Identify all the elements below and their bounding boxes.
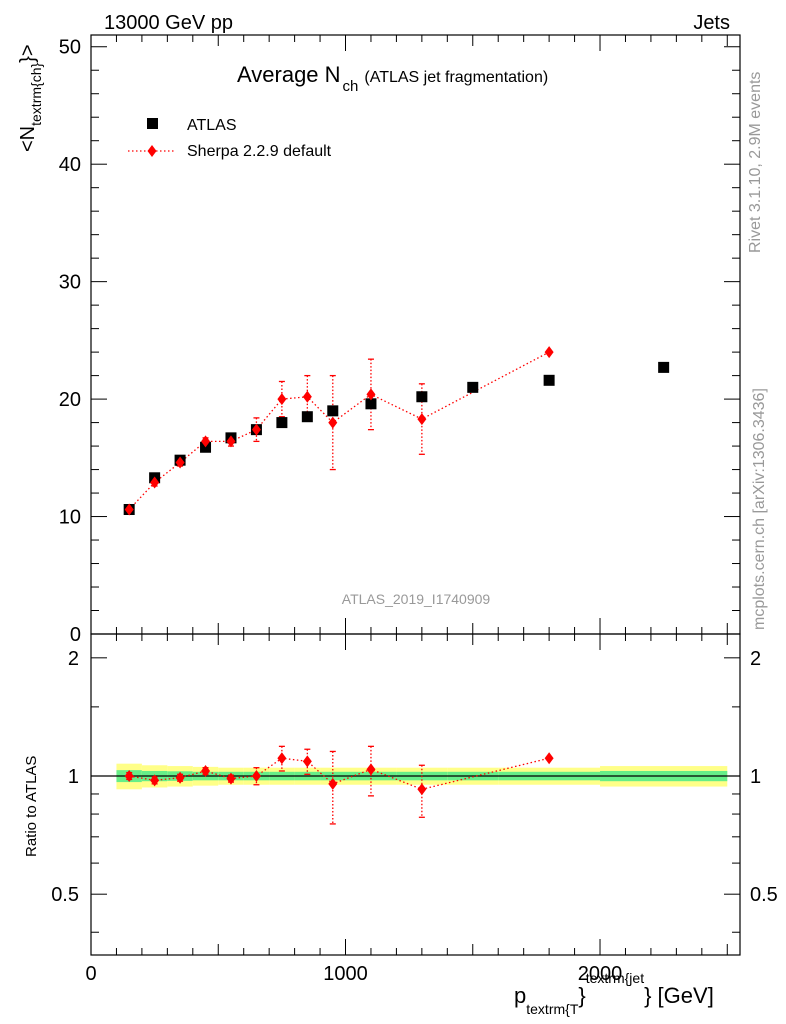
ratio-y-tick-label-left: 1 [68,766,79,788]
main-y-tick-label: 50 [59,37,81,59]
xlabel-sup: textrm{jet [586,970,644,986]
sherpa-data-point [201,435,211,448]
x-tick-label: 1000 [323,963,368,985]
sherpa-data-point [150,476,160,489]
sherpa-ratio-point [201,764,211,777]
legend-atlas-marker [147,118,158,129]
title-note: (ATLAS jet fragmentation) [364,69,548,86]
x-tick-label: 2000 [578,963,623,985]
sherpa-line [128,351,550,510]
atlas-data-point [543,374,555,386]
sherpa-data-point [124,503,134,516]
sherpa-ratio-point [417,783,427,796]
ylabel-c: }> [17,44,39,62]
xlabel-p: p [514,983,526,1008]
atlas-data-point [658,361,670,373]
y-axis-label-main: <Ntextrm{ch}}> [17,44,44,152]
title-main: Average N [237,62,341,87]
xlabel-close: } [578,983,585,1008]
atlas-data-point [416,391,428,403]
legend: ATLAS Sherpa 2.2.9 default [128,117,332,160]
ratio-y-tick-label-left: 2 [68,648,79,670]
x-tick-label: 0 [85,963,96,985]
atlas-data-point [276,417,288,429]
sherpa-ratio-point [366,763,376,776]
atlas-data-point [327,405,339,417]
header-left: 13000 GeV pp [104,12,233,34]
atlas-data-point [467,381,479,393]
legend-atlas-label: ATLAS [187,117,237,134]
sherpa-ratio-point [226,772,236,785]
main-y-tick-label: 40 [59,154,81,176]
sherpa-ratio-point [302,755,312,768]
sherpa-ratio-point [328,777,338,790]
ratio-uncertainty-band [91,763,740,790]
main-y-tick-label-zero: 0 [70,624,81,646]
analysis-id: ATLAS_2019_I1740909 [342,591,491,607]
sherpa-data-point [175,456,185,469]
main-y-tick-label: 10 [59,507,81,529]
sherpa-data-point [417,413,427,426]
ratio-data-layer [124,745,554,825]
xlabel-unit: } [GeV] [644,983,714,1008]
ylabel-a: <N [17,126,39,152]
x-axis-label: ptextrm{T}textrm{jet} [GeV] [514,970,714,1017]
ylabel-b: textrm{ch} [28,63,44,126]
ratio-y-tick-label-right: 0.5 [750,884,778,906]
legend-sherpa-label: Sherpa 2.2.9 default [187,143,332,160]
y-axis-label-ratio: Ratio to ATLAS [23,756,40,857]
ratio-y-tick-label-left: 0.5 [51,884,79,906]
main-data-layer [123,346,670,516]
ratio-y-tick-label-right: 1 [750,766,761,788]
sherpa-ratio-point [277,752,287,765]
ratio-y-tick-label-right: 2 [750,648,761,670]
mcplots-label: mcplots.cern.ch [arXiv:1306.3436] [751,388,768,630]
sherpa-data-point [277,393,287,406]
sherpa-ratio-point [124,770,134,783]
rivet-label: Rivet 3.1.10, 2.9M events [747,72,764,253]
sherpa-data-point [251,423,261,436]
main-y-tick-label: 30 [59,272,81,294]
title-sub: ch [343,78,359,95]
sherpa-data-point [366,388,376,401]
sherpa-data-point [328,416,338,429]
header-right: Jets [693,12,730,34]
legend-sherpa-marker [147,145,157,157]
sherpa-ratio-point [251,770,261,783]
sherpa-data-point [544,346,554,359]
sherpa-ratio-line [129,757,550,790]
sherpa-data-point [226,435,236,448]
ratio-frame [90,633,741,956]
sherpa-data-point [302,390,312,403]
atlas-data-point [301,411,313,423]
atlas-data-point [365,398,377,410]
main-y-tick-label: 20 [59,389,81,411]
sherpa-ratio-point [544,752,554,765]
sherpa-ratio-point [175,771,185,784]
sherpa-ratio-point [150,774,160,787]
xlabel-sub: textrm{T [526,1001,579,1017]
